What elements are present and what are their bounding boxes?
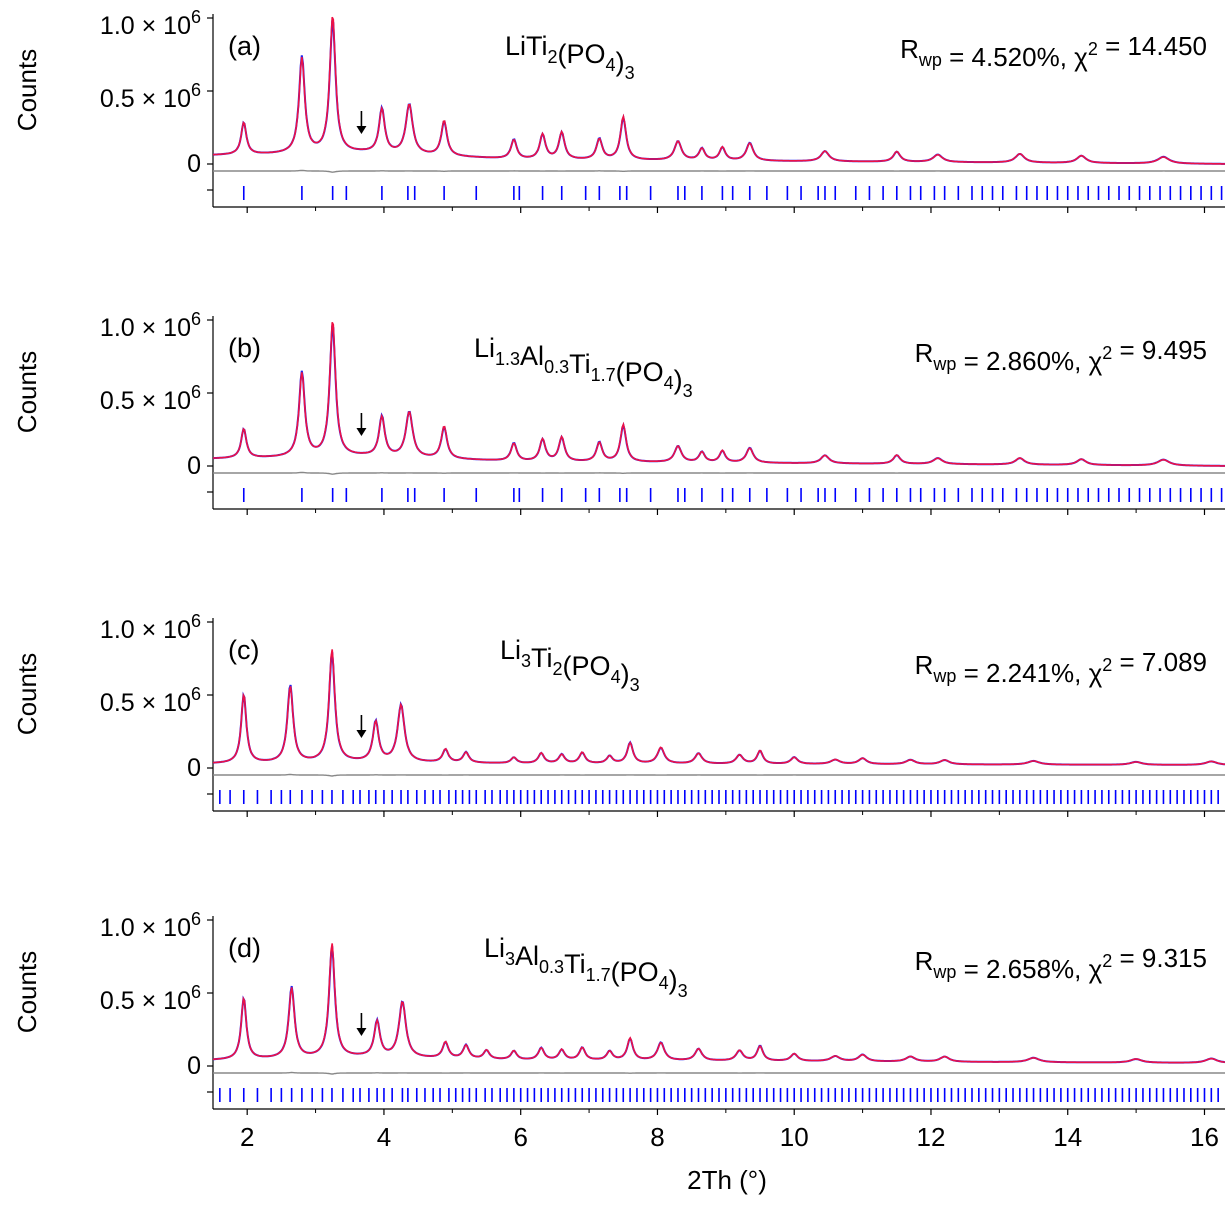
compound-formula: Li3Ti2(PO4)3 [500,635,640,695]
panel-d: 1.0 × 106 0.5 × 106 0 Counts (d) Li3Al0.3Ti1.… [12,909,1225,1115]
y-tick-label: 0 [187,754,201,782]
x-axis-label: 2Th (°) [687,1165,767,1195]
x-tick-label: 10 [780,1122,809,1152]
y-tick-label: 1.0 × 106 [100,7,201,40]
compound-formula: Li3Al0.3Ti1.7(PO4)3 [484,933,688,1001]
panel-label: (b) [228,333,261,363]
y-axis-label: Counts [12,49,42,131]
x-tick-label: 4 [377,1122,391,1152]
x-tick-label: 2 [240,1122,254,1152]
y-tick-label: 0 [187,1052,201,1080]
panel-label: (c) [228,635,259,665]
difference-series-line [213,1071,1225,1075]
y-axis-label: Counts [12,351,42,433]
arrow-marker-head [356,428,367,436]
y-axis-label: Counts [12,951,42,1033]
panel-label: (d) [228,933,261,963]
y-tick-label: 1.0 × 106 [100,909,201,942]
refinement-stats: Rwp = 2.658%, χ2 = 9.315 [915,943,1207,984]
y-tick-label: 0.5 × 106 [100,80,201,113]
y-tick-label: 0.5 × 106 [100,684,201,717]
panel-a: 1.0 × 106 0.5 × 106 0 Counts (a) LiTi2(PO4)3 R… [12,7,1225,213]
y-tick-label: 0 [187,150,201,178]
calculated-series-line [213,649,1225,766]
y-tick-label: 1.0 × 106 [100,309,201,342]
calculated-series-line [213,321,1225,467]
calculated-series-line [213,16,1225,165]
x-tick-label: 8 [650,1122,664,1152]
x-tick-label: 12 [917,1122,946,1152]
refinement-stats: Rwp = 2.860%, χ2 = 9.495 [915,335,1207,376]
difference-series-line [213,169,1225,173]
arrow-marker-head [356,1028,367,1036]
calculated-series-line [212,943,1225,1064]
x-tick-label: 6 [513,1122,527,1152]
panel-c: 1.0 × 106 0.5 × 106 0 Counts (c) Li3Ti2(PO4)3… [12,611,1225,817]
panel-b: 1.0 × 106 0.5 × 106 0 Counts (b) Li1.3Al0.3Ti… [12,309,1225,515]
x-tick-label: 16 [1190,1122,1219,1152]
y-tick-label: 0.5 × 106 [100,982,201,1015]
compound-formula: LiTi2(PO4)3 [505,31,635,83]
refinement-stats: Rwp = 4.520%, χ2 = 14.450 [900,31,1207,72]
arrow-marker-head [356,730,367,738]
compound-formula: Li1.3Al0.3Ti1.7(PO4)3 [474,333,693,401]
y-tick-label: 0.5 × 106 [100,382,201,415]
y-axis-label: Counts [12,653,42,735]
x-tick-label: 14 [1053,1122,1082,1152]
refinement-stats: Rwp = 2.241%, χ2 = 7.089 [915,647,1207,688]
y-tick-label: 0 [187,452,201,480]
arrow-marker-head [356,126,367,134]
y-tick-label: 1.0 × 106 [100,611,201,644]
panel-label: (a) [228,31,261,61]
difference-series-line [213,471,1225,475]
difference-series-line [213,773,1225,777]
